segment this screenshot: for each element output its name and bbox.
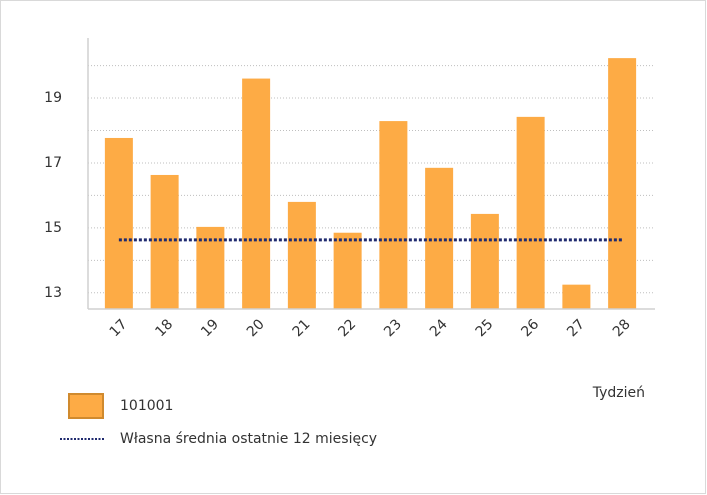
y-tick-label: 15 [44, 220, 62, 236]
bar [562, 284, 591, 309]
bar [287, 201, 316, 309]
bar [608, 58, 637, 309]
bar [150, 174, 179, 309]
bar [379, 121, 408, 310]
legend-label: 101001 [120, 398, 173, 414]
x-axis-label: Tydzień [592, 385, 645, 401]
bar [242, 78, 271, 309]
y-tick-label: 17 [44, 155, 62, 171]
bar [104, 137, 133, 309]
bar [516, 116, 545, 309]
legend-swatch [68, 393, 104, 419]
y-tick-label: 19 [44, 90, 62, 106]
legend-label: Własna średnia ostatnie 12 miesięcy [120, 431, 377, 447]
bar [333, 232, 362, 309]
y-tick-label: 13 [44, 285, 62, 301]
bar [470, 213, 499, 309]
